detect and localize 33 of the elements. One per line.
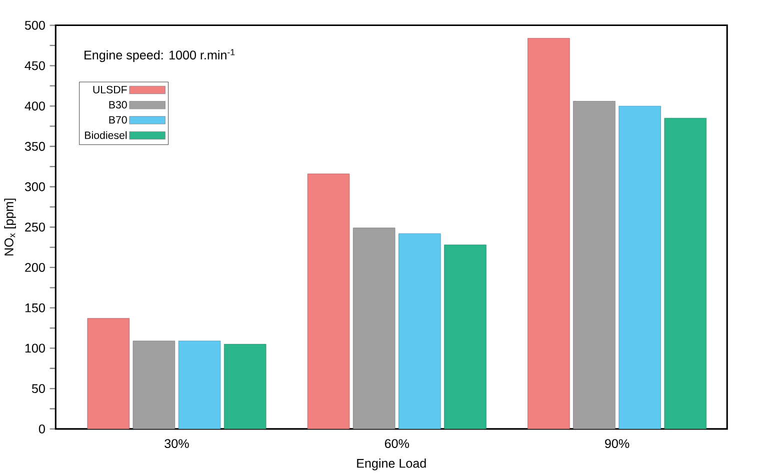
bar [573, 100, 616, 429]
x-tick-label: 60% [384, 438, 410, 448]
legend-label: Biodiesel [85, 130, 127, 139]
legend-label: B70 [109, 116, 127, 124]
y-tick-label: 200 [25, 262, 45, 272]
x-axis-title: Engine Load [357, 458, 426, 470]
x-tick-label: 90% [605, 438, 630, 448]
annotation: Engine speed: 1000 r.min$^{-1}$ [84, 48, 235, 62]
bar [444, 244, 486, 429]
y-tick-label: 400 [24, 101, 45, 110]
bar [132, 340, 176, 429]
bar [87, 318, 130, 429]
y-tick-label: 500 [24, 20, 45, 30]
y-tick-label: 50 [32, 384, 45, 393]
y-tick-label: 300 [24, 182, 45, 191]
y-axis-title: NO$_{x}$ [ppm] [4, 198, 16, 256]
legend-label: B30 [109, 100, 127, 108]
bar [528, 38, 570, 429]
y-tick-label: 0 [38, 424, 45, 434]
bar [352, 228, 396, 429]
bar [398, 233, 441, 429]
bar [664, 118, 707, 429]
y-tick-label: 250 [25, 222, 45, 232]
bar [178, 340, 221, 429]
y-tick-label: 350 [24, 142, 45, 151]
x-tick-label: 30% [164, 438, 189, 448]
bar [224, 344, 266, 429]
y-tick-label: 100 [25, 344, 45, 352]
y-tick-label: 150 [25, 303, 45, 312]
bar [618, 106, 661, 429]
y-tick-label: 450 [24, 60, 45, 70]
legend-label: ULSDF [93, 86, 127, 94]
bar [307, 173, 350, 429]
